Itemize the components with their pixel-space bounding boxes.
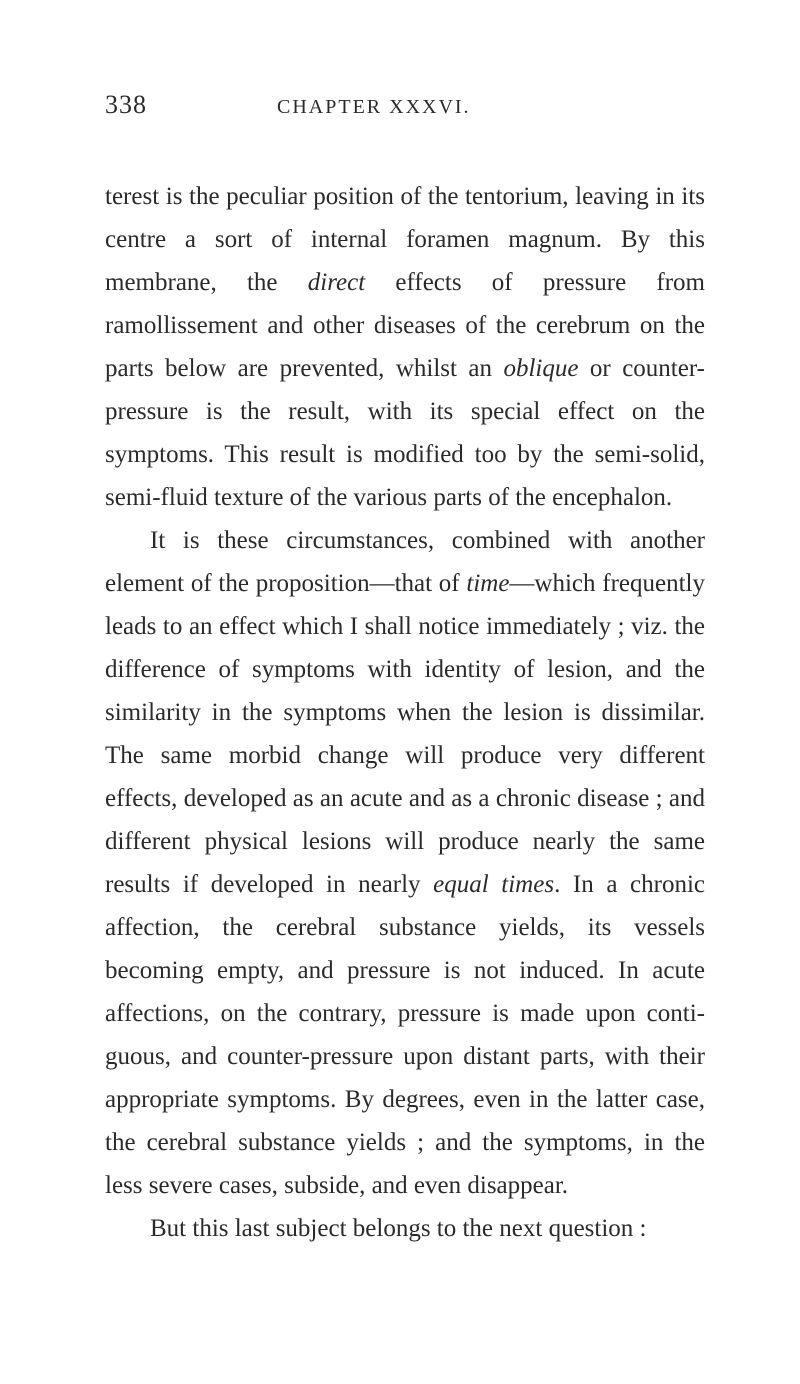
p1-italic-2: oblique (503, 355, 578, 382)
paragraph-3: But this last subject belongs to the nex… (105, 1207, 705, 1250)
body-text: terest is the peculiar position of the t… (105, 175, 705, 1250)
p2-text-2: —which fre­quently leads to an effect wh… (105, 570, 705, 898)
paragraph-2: It is these circumstances, combined with… (105, 519, 705, 1207)
paragraph-1: terest is the peculiar position of the t… (105, 175, 705, 519)
p3-text: But this last subject belongs to the nex… (150, 1215, 646, 1242)
chapter-title: CHAPTER XXXVI. (277, 96, 471, 119)
p2-italic-1: time (466, 570, 509, 597)
p1-italic-1: direct (308, 269, 365, 296)
page-number: 338 (105, 90, 147, 120)
page-header: 338 CHAPTER XXXVI. (105, 90, 705, 120)
p2-italic-2: equal times (433, 871, 554, 898)
p2-text-3: . In a chronic affection, the cerebral s… (105, 871, 705, 1199)
